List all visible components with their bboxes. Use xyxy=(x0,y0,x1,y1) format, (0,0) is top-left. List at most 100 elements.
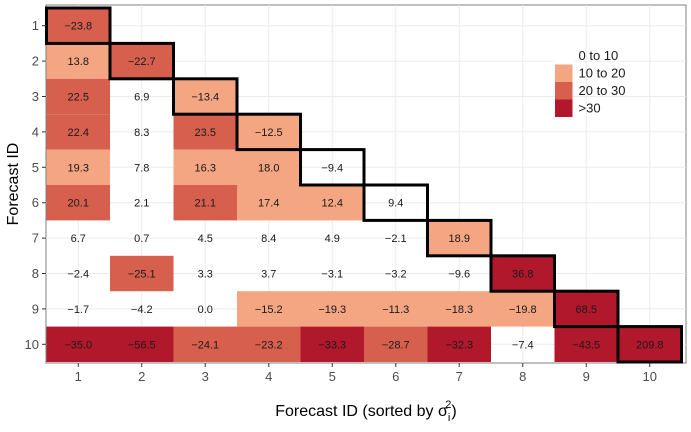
cell-value-label: −24.1 xyxy=(191,339,219,351)
x-tick-label: 3 xyxy=(202,369,209,384)
heatmap-cell xyxy=(491,255,555,292)
diagonal-cell-outline xyxy=(489,254,556,293)
heatmap-cell xyxy=(364,326,428,362)
heatmap-cell xyxy=(46,43,110,79)
cell-value-label: 20.1 xyxy=(68,198,89,210)
heatmap-cell xyxy=(46,149,110,185)
cell-value-label: −3.1 xyxy=(321,269,343,281)
cell-value-label: −56.5 xyxy=(128,339,156,351)
heatmap-cell xyxy=(300,185,364,221)
cell-value-label: −9.6 xyxy=(448,269,470,281)
cell-value-label: 12.4 xyxy=(322,198,343,210)
heatmap-cell xyxy=(173,78,237,115)
legend-swatch xyxy=(555,82,573,100)
y-axis-title: Forecast ID xyxy=(5,143,22,226)
x-axis-title: Forecast ID (sorted by σi2) xyxy=(275,399,457,424)
cell-value-label: −7.4 xyxy=(512,339,534,351)
y-tick-label: 1 xyxy=(32,18,39,33)
cell-value-label: 18.9 xyxy=(449,233,470,245)
heatmap-cell xyxy=(237,114,301,150)
x-axis-ticks: 1 2 3 4 5 6 7 8 9 10 xyxy=(75,363,657,384)
diagonal-cell-outline xyxy=(235,112,302,152)
y-axis-ticks: 1 2 3 4 5 6 7 8 9 10 xyxy=(25,18,46,352)
legend-swatch xyxy=(554,46,573,65)
heatmap-cell xyxy=(173,185,237,221)
heatmap-cell xyxy=(427,220,491,256)
cell-value-label: 8.4 xyxy=(261,233,276,245)
legend: 0 to 10 10 to 20 20 to 30 >30 xyxy=(554,46,626,117)
y-tick-label: 9 xyxy=(32,301,39,316)
y-tick-label: 5 xyxy=(32,160,39,175)
diagonal-cell-outline xyxy=(108,41,175,81)
diagonal-cell-outline xyxy=(553,289,620,329)
heatmap-cell xyxy=(237,291,301,327)
cell-value-label: 22.5 xyxy=(68,92,89,104)
heatmap-cell xyxy=(491,291,555,327)
cell-value-label: 17.4 xyxy=(258,198,279,210)
heatmap-cell xyxy=(300,291,364,327)
heatmap-cell xyxy=(46,78,110,115)
legend-label: >30 xyxy=(579,101,601,116)
cell-value-label: −22.7 xyxy=(128,56,156,68)
heatmap-cell xyxy=(237,185,301,221)
y-tick-label: 4 xyxy=(32,124,39,139)
heatmap-cell xyxy=(173,326,237,362)
y-tick-label: 2 xyxy=(32,54,39,69)
cell-value-label: 9.4 xyxy=(388,198,403,210)
cell-value-label: −4.2 xyxy=(131,304,153,316)
heatmap-cell xyxy=(173,114,237,150)
cell-value-label: −1.7 xyxy=(67,304,89,316)
heatmap-cell xyxy=(237,326,301,362)
diagonal-cell-outline xyxy=(426,218,493,258)
y-tick-label: 8 xyxy=(32,266,39,281)
cell-value-label: 36.8 xyxy=(512,269,533,281)
cell-value-label: −2.4 xyxy=(67,269,89,281)
legend-label: 20 to 30 xyxy=(579,83,626,98)
diagonal-cell-outline xyxy=(616,325,683,364)
cell-value-label: 21.1 xyxy=(195,198,216,210)
cell-value-label: 19.3 xyxy=(68,162,89,174)
cell-value-label: 7.8 xyxy=(134,162,149,174)
heatmap-cells: −23.8 13.8 −22.7 22.5 6.9 −13.4 22.4 8.3 23.5 −12… xyxy=(46,8,682,362)
heatmap-cell xyxy=(427,291,491,327)
x-tick-label: 6 xyxy=(392,369,399,384)
heatmap-cell xyxy=(110,43,174,79)
legend-label: 0 to 10 xyxy=(579,48,619,63)
diagonal-outlines xyxy=(45,6,683,364)
cell-value-label: −43.5 xyxy=(572,339,600,351)
y-tick-label: 10 xyxy=(25,337,39,352)
cell-value-label: 3.7 xyxy=(261,269,276,281)
heatmap-cell xyxy=(46,185,110,221)
heatmap-cell xyxy=(427,326,491,362)
cell-value-label: −15.2 xyxy=(255,304,283,316)
cell-value-label: 16.3 xyxy=(195,162,216,174)
cell-value-label: −3.2 xyxy=(385,269,407,281)
cell-value-label: 0.7 xyxy=(134,233,149,245)
cell-value-label: 22.4 xyxy=(68,127,89,139)
cell-value-label: −11.3 xyxy=(382,304,409,316)
x-tick-label: 8 xyxy=(519,369,526,384)
y-tick-label: 7 xyxy=(32,231,39,246)
cell-value-label: −23.2 xyxy=(255,339,283,351)
x-tick-label: 1 xyxy=(75,369,82,384)
cell-value-label: −18.3 xyxy=(445,304,473,316)
heatmap-cell xyxy=(554,291,618,327)
heatmap-cell xyxy=(173,149,237,185)
diagonal-cell-outline xyxy=(45,6,112,45)
legend-swatch xyxy=(555,64,573,82)
cell-value-label: 4.9 xyxy=(325,233,340,245)
x-tick-label: 4 xyxy=(265,369,272,384)
cell-value-label: 6.7 xyxy=(71,233,86,245)
cell-value-label: −28.7 xyxy=(382,339,410,351)
cell-value-label: 6.9 xyxy=(134,92,149,104)
cell-value-label: 8.3 xyxy=(134,127,149,139)
x-tick-label: 2 xyxy=(138,369,145,384)
cell-value-label: −35.0 xyxy=(64,339,92,351)
cell-value-label: −19.8 xyxy=(509,304,537,316)
cell-value-label: −9.4 xyxy=(321,162,343,174)
cell-value-label: 68.5 xyxy=(576,304,597,316)
cell-value-label: −25.1 xyxy=(128,269,156,281)
x-tick-label: 10 xyxy=(643,369,657,384)
heatmap-cell xyxy=(46,114,110,150)
